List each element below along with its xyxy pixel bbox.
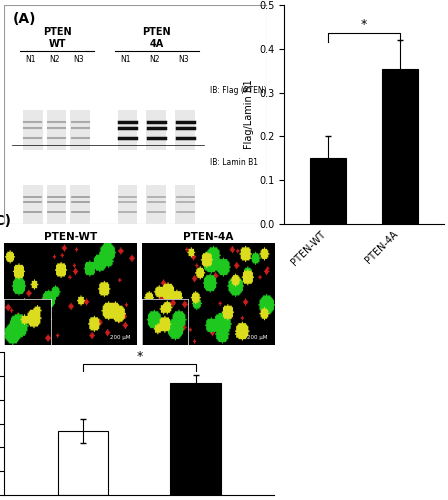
FancyBboxPatch shape: [175, 110, 195, 150]
Text: *: *: [361, 18, 367, 32]
Text: N1: N1: [120, 56, 131, 64]
FancyBboxPatch shape: [117, 184, 137, 224]
Bar: [58, 431, 108, 495]
Bar: [310, 158, 346, 224]
Text: 200 μM: 200 μM: [247, 335, 267, 340]
Title: PTEN-WT: PTEN-WT: [44, 232, 97, 242]
FancyBboxPatch shape: [23, 110, 43, 150]
Title: PTEN-4A: PTEN-4A: [183, 232, 233, 242]
FancyBboxPatch shape: [23, 184, 43, 224]
FancyBboxPatch shape: [146, 184, 166, 224]
Text: 200 μM: 200 μM: [110, 335, 130, 340]
FancyBboxPatch shape: [70, 184, 90, 224]
Text: *: *: [136, 350, 142, 362]
Text: (C): (C): [0, 214, 12, 228]
FancyBboxPatch shape: [4, 5, 267, 224]
Text: N3: N3: [73, 56, 83, 64]
Text: IB: Flag (PTEN): IB: Flag (PTEN): [210, 86, 266, 95]
Text: IB: Lamin B1: IB: Lamin B1: [210, 158, 258, 168]
Text: N2: N2: [149, 56, 159, 64]
Text: PTEN
4A: PTEN 4A: [142, 27, 171, 48]
Text: PTEN
WT: PTEN WT: [43, 27, 71, 48]
FancyBboxPatch shape: [70, 110, 90, 150]
FancyBboxPatch shape: [47, 184, 66, 224]
Text: N3: N3: [178, 56, 189, 64]
FancyBboxPatch shape: [117, 110, 137, 150]
Text: N2: N2: [49, 56, 60, 64]
Text: (A): (A): [13, 12, 36, 26]
FancyBboxPatch shape: [146, 110, 166, 150]
Bar: [382, 68, 418, 224]
Y-axis label: Flag/Lamin B1: Flag/Lamin B1: [244, 80, 254, 150]
FancyBboxPatch shape: [175, 184, 195, 224]
FancyBboxPatch shape: [47, 110, 66, 150]
Text: N1: N1: [26, 56, 36, 64]
Bar: [170, 383, 221, 495]
